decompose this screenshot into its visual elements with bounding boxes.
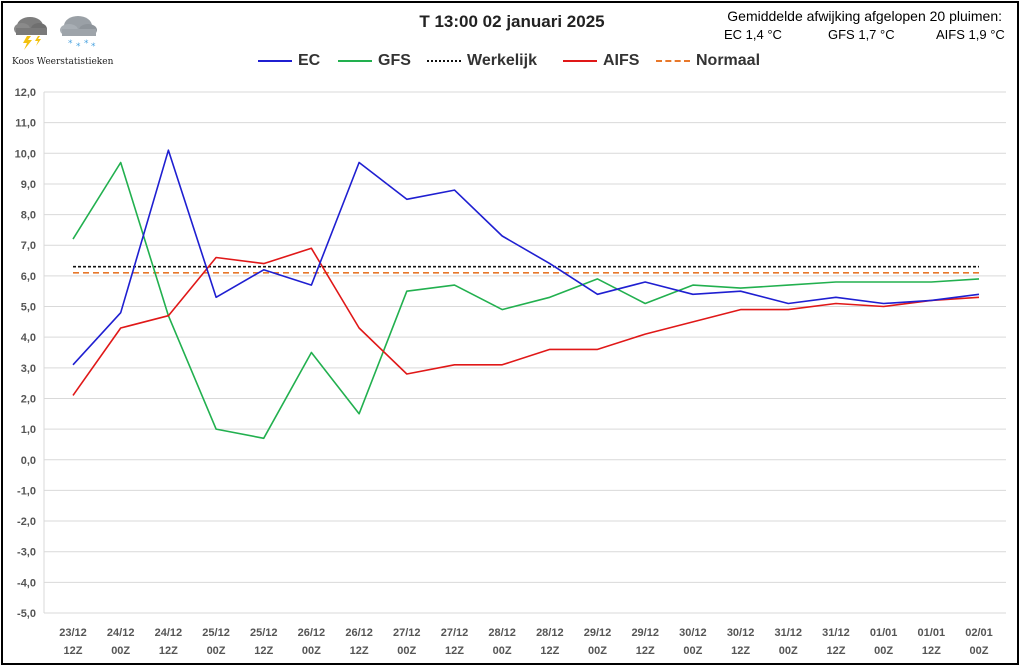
y-tick-label: 6,0 [21,271,36,283]
x-tick-label-run: 00Z [111,645,130,657]
y-tick-label: 2,0 [21,393,36,405]
y-tick-label: 12,0 [15,87,36,99]
x-tick-label-date: 01/01 [870,627,898,639]
deviation-gfs: GFS 1,7 °C [828,27,895,42]
x-tick-label-date: 29/12 [631,627,659,639]
legend-item-gfs: GFS [338,52,411,70]
legend-swatch-ec [258,60,292,62]
x-tick-label-run: 00Z [207,645,226,657]
y-tick-label: 11,0 [15,118,36,130]
y-tick-label: 4,0 [21,332,36,344]
legend-swatch-aifs [563,60,597,62]
legend-label-normaal: Normaal [696,52,761,69]
legend-swatch-gfs [338,60,372,62]
deviation-heading: Gemiddelde afwijking afgelopen 20 pluime… [727,8,1002,24]
x-tick-label-run: 12Z [922,645,941,657]
x-tick-label-date: 28/12 [488,627,516,639]
legend-item-ec: EC [258,52,320,70]
deviation-ec: EC 1,4 °C [724,27,782,42]
x-tick-label-date: 26/12 [345,627,373,639]
x-tick-label-run: 00Z [302,645,321,657]
x-tick-label-run: 12Z [159,645,178,657]
chart-title: T 13:00 02 januari 2025 [419,12,605,31]
legend-label-gfs: GFS [378,52,411,69]
x-tick-label-run: 12Z [445,645,464,657]
series-line-ec [72,149,980,366]
legend-label-werkelijk: Werkelijk [467,52,537,69]
x-tick-label-date: 02/01 [965,627,993,639]
legend-swatch-normaal [656,60,690,62]
legend-label-ec: EC [298,52,321,69]
y-tick-label: -3,0 [17,547,36,559]
y-tick-label: -1,0 [17,485,36,497]
svg-text:*: * [68,39,73,49]
legend-label-aifs: AIFS [603,52,640,69]
svg-text:*: * [76,42,81,52]
x-tick-label-run: 12Z [254,645,273,657]
x-tick-label-date: 28/12 [536,627,564,639]
x-tick-label-date: 26/12 [298,627,326,639]
x-tick-label-run: 12Z [826,645,845,657]
x-tick-label-run: 12Z [636,645,655,657]
thunderstorm-cloud-icon [14,17,47,50]
x-tick-label-date: 30/12 [727,627,755,639]
x-tick-label-date: 31/12 [774,627,802,639]
y-tick-label: -4,0 [17,577,36,589]
x-tick-label-run: 00Z [397,645,416,657]
y-tick-label: -2,0 [17,516,36,528]
x-tick-label-date: 30/12 [679,627,707,639]
legend-item-normaal: Normaal [656,52,760,70]
y-tick-label: 7,0 [21,240,36,252]
y-axis-ticks: 12,0 11,0 10,0 9,0 8,0 7,0 6,0 5,0 4,0 3,0 2,0 1,0 0… [15,87,36,620]
y-tick-label: 1,0 [21,424,36,436]
y-tick-label: 10,0 [15,148,36,160]
svg-text:*: * [84,39,89,49]
x-tick-label-run: 00Z [683,645,702,657]
x-axis-ticks: 23/12 12Z 24/12 00Z 24/12 12Z 25/12 00Z 25/12 12Z… [59,627,993,657]
x-tick-label-date: 27/12 [441,627,469,639]
x-tick-label-run: 12Z [64,645,83,657]
x-tick-label-run: 12Z [350,645,369,657]
x-tick-label-run: 00Z [970,645,989,657]
y-tick-label: 3,0 [21,363,36,375]
x-tick-label-date: 25/12 [250,627,278,639]
x-tick-label-date: 29/12 [584,627,612,639]
series-lines [72,149,980,440]
x-tick-label-run: 00Z [588,645,607,657]
x-tick-label-date: 27/12 [393,627,421,639]
logo: * * * * [14,16,97,52]
legend-item-werkelijk: Werkelijk [427,52,537,70]
x-tick-label-date: 25/12 [202,627,230,639]
x-tick-label-date: 24/12 [107,627,135,639]
x-tick-label-run: 00Z [874,645,893,657]
deviation-aifs: AIFS 1,9 °C [936,27,1005,42]
x-tick-label-date: 01/01 [918,627,946,639]
x-tick-label-date: 23/12 [59,627,87,639]
svg-text:*: * [91,42,96,52]
x-tick-label-date: 31/12 [822,627,850,639]
brand-name: Koos Weerstatistieken [12,57,114,67]
legend-item-aifs: AIFS [563,52,639,70]
y-tick-label: 8,0 [21,210,36,222]
y-tick-label: -5,0 [17,608,36,620]
legend-swatch-werkelijk [427,60,461,62]
x-tick-label-date: 24/12 [155,627,183,639]
x-tick-label-run: 12Z [540,645,559,657]
legend: EC GFS Werkelijk AIFS Normaal [0,52,1024,72]
x-tick-label-run: 00Z [779,645,798,657]
series-line-aifs [72,247,980,396]
grid [43,91,1006,614]
y-tick-label: 9,0 [21,179,36,191]
y-tick-label: 0,0 [21,455,36,467]
x-tick-label-run: 12Z [731,645,750,657]
snow-cloud-icon: * * * * [60,16,97,52]
y-tick-label: 5,0 [21,302,36,314]
series-line-gfs [72,161,980,440]
x-tick-label-run: 00Z [493,645,512,657]
